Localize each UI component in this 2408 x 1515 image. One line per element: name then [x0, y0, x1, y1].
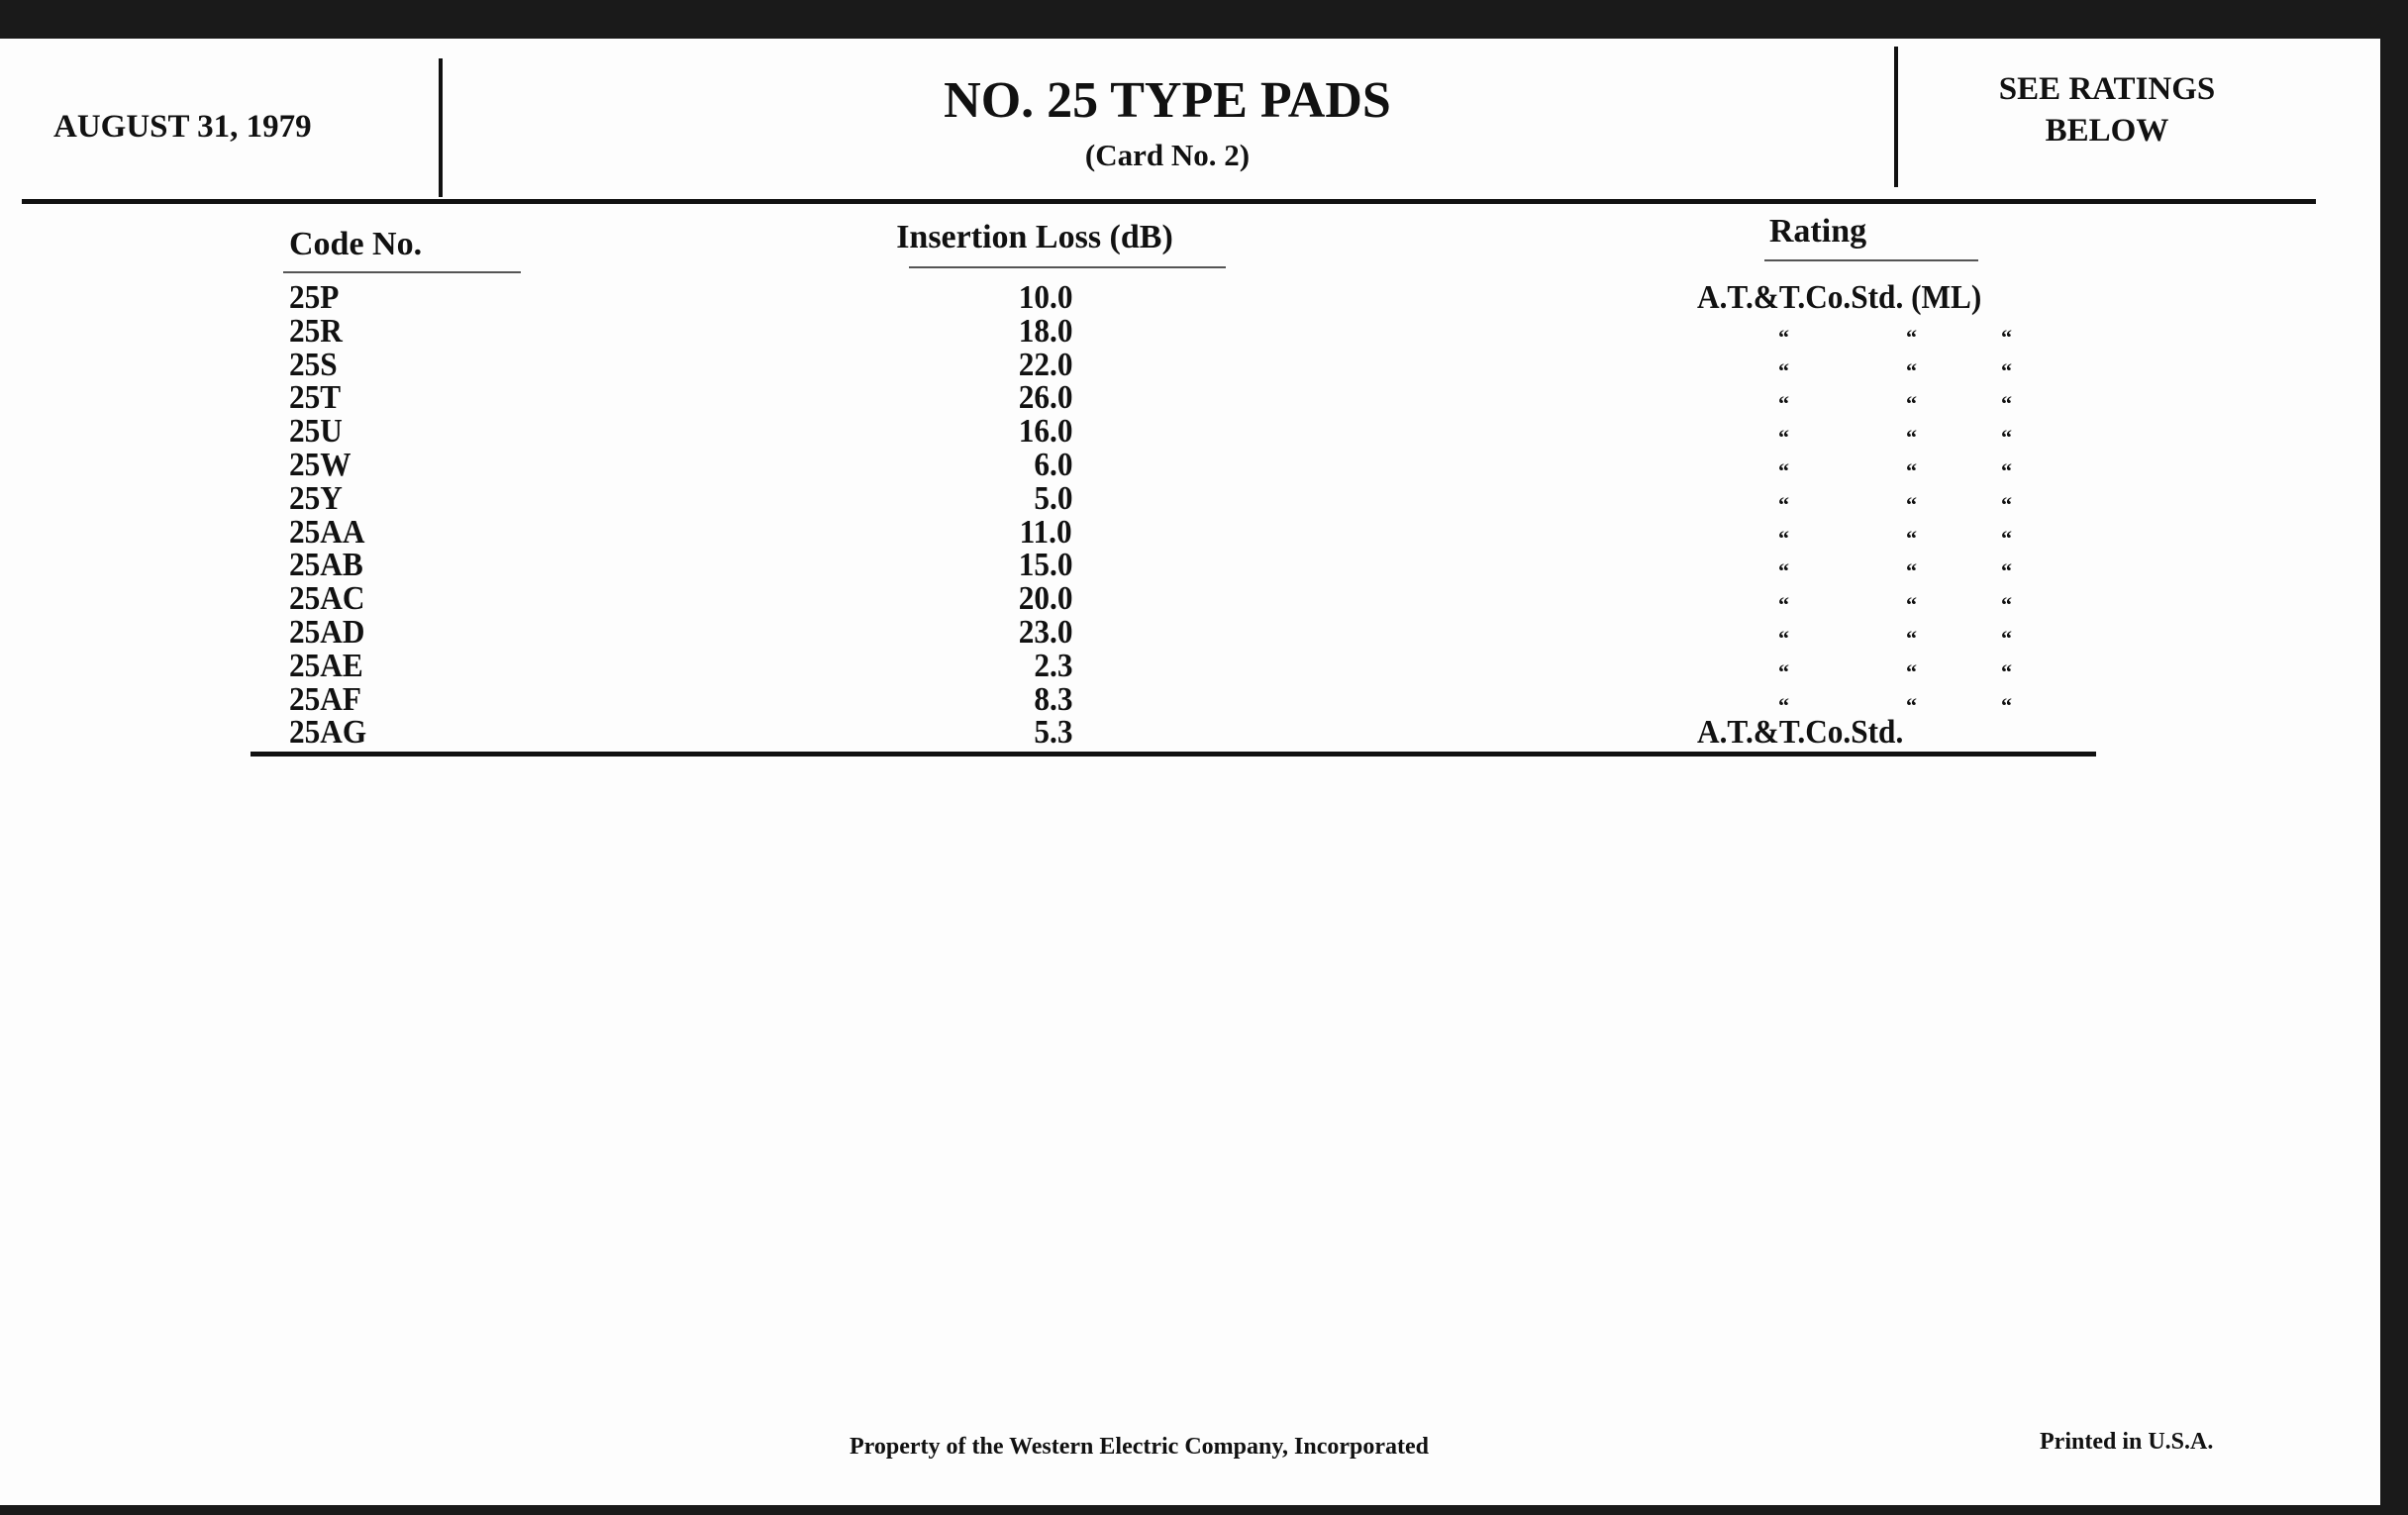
table-row: 25U 16.0 “ “ “ [0, 415, 2408, 449]
insertion-loss-cell: 5.0 [1033, 479, 1072, 517]
card-date: AUGUST 31, 1979 [53, 109, 312, 145]
code-cell: 25Y [289, 479, 343, 517]
insertion-loss-cell: 5.3 [1033, 714, 1072, 752]
ditto-mark: “ [2001, 458, 2012, 483]
table-row: 25AC 20.0 “ “ “ [0, 582, 2408, 616]
insertion-loss-cell: 15.0 [1018, 547, 1072, 584]
page-title: NO. 25 TYPE PADS [944, 72, 1391, 129]
ditto-mark: “ [2001, 558, 2012, 584]
table-row: 25Y 5.0 “ “ “ [0, 479, 2408, 517]
ditto-mark: “ [1778, 357, 1789, 383]
table-row: 25AD 23.0 “ “ “ [0, 616, 2408, 650]
ditto-mark: “ [1906, 391, 1917, 417]
header-divider-left [439, 58, 443, 197]
ditto-mark: “ [1906, 357, 1917, 383]
ditto-mark: “ [2001, 324, 2012, 350]
insertion-loss-cell: 8.3 [1033, 680, 1072, 718]
ratings-note-line2: BELOW [2045, 113, 2169, 149]
code-cell: 25AF [289, 680, 361, 718]
table-row: 25AG 5.3 A.T.&T.Co.Std. [0, 716, 2408, 750]
footer-property: Property of the Western Electric Company… [850, 1434, 1430, 1460]
code-cell: 25AG [289, 714, 367, 752]
rating-cell: A.T.&T.Co.Std. (ML) [1697, 279, 1982, 316]
insertion-loss-cell: 18.0 [1018, 312, 1072, 350]
table-row: 25P 10.0 A.T.&T.Co.Std. (ML) [0, 281, 2408, 315]
header-underline-rating [1764, 259, 1978, 261]
ditto-mark: “ [1778, 425, 1789, 451]
insertion-loss-cell: 10.0 [1018, 279, 1072, 316]
ditto-mark: “ [2001, 592, 2012, 618]
ditto-mark: “ [1906, 525, 1917, 551]
ditto-mark: “ [1778, 491, 1789, 517]
table-row: 25R 18.0 “ “ “ [0, 312, 2408, 350]
insertion-loss-cell: 2.3 [1033, 647, 1072, 684]
header-rule [22, 199, 2316, 204]
ditto-mark: “ [1906, 425, 1917, 451]
code-cell: 25T [289, 379, 342, 417]
ditto-mark: “ [1906, 692, 1917, 718]
ditto-mark: “ [2001, 357, 2012, 383]
table-row: 25S 22.0 “ “ “ [0, 346, 2408, 383]
ditto-mark: “ [1778, 324, 1789, 350]
table-row: 25W 6.0 “ “ “ [0, 449, 2408, 482]
code-cell: 25AA [289, 513, 365, 551]
code-cell: 25AD [289, 614, 365, 651]
ditto-mark: “ [1778, 626, 1789, 651]
table-row: 25T 26.0 “ “ “ [0, 381, 2408, 415]
ditto-mark: “ [1906, 458, 1917, 483]
code-cell: 25AC [289, 580, 365, 618]
ditto-mark: “ [1778, 692, 1789, 718]
table-bottom-rule [251, 752, 2096, 757]
ditto-mark: “ [1906, 558, 1917, 584]
ditto-mark: “ [2001, 391, 2012, 417]
ditto-mark: “ [2001, 692, 2012, 718]
header-underline-loss [909, 266, 1226, 268]
ditto-mark: “ [2001, 626, 2012, 651]
insertion-loss-cell: 20.0 [1018, 580, 1072, 618]
header-underline-code [283, 271, 521, 273]
table-row: 25AA 11.0 “ “ “ [0, 513, 2408, 551]
ditto-mark: “ [1906, 324, 1917, 350]
ditto-mark: “ [2001, 525, 2012, 551]
code-cell: 25W [289, 447, 351, 483]
footer-printed: Printed in U.S.A. [2040, 1429, 2214, 1455]
table-row: 25AE 2.3 “ “ “ [0, 647, 2408, 684]
column-header-insertion-loss: Insertion Loss (dB) [896, 219, 1173, 255]
ditto-mark: “ [1778, 658, 1789, 684]
insertion-loss-cell: 6.0 [1033, 447, 1072, 483]
ditto-mark: “ [1778, 558, 1789, 584]
table-row: 25AF 8.3 “ “ “ [0, 680, 2408, 718]
column-header-code: Code No. [289, 226, 423, 262]
insertion-loss-cell: 11.0 [1019, 513, 1072, 551]
ditto-mark: “ [1778, 458, 1789, 483]
document-card [0, 39, 2380, 1505]
code-cell: 25R [289, 312, 343, 350]
insertion-loss-cell: 23.0 [1018, 614, 1072, 651]
ditto-mark: “ [1906, 592, 1917, 618]
rating-cell: A.T.&T.Co.Std. [1697, 714, 1904, 752]
code-cell: 25P [289, 279, 340, 316]
ditto-mark: “ [1906, 491, 1917, 517]
insertion-loss-cell: 22.0 [1018, 346, 1072, 383]
ditto-mark: “ [2001, 425, 2012, 451]
ditto-mark: “ [1778, 525, 1789, 551]
table-row: 25AB 15.0 “ “ “ [0, 549, 2408, 582]
code-cell: 25S [289, 346, 338, 383]
insertion-loss-cell: 26.0 [1018, 379, 1072, 417]
column-header-rating: Rating [1768, 213, 1867, 250]
code-cell: 25AE [289, 647, 363, 684]
ditto-mark: “ [2001, 658, 2012, 684]
ditto-mark: “ [1778, 391, 1789, 417]
ditto-mark: “ [1778, 592, 1789, 618]
code-cell: 25AB [289, 547, 363, 584]
header-divider-right [1894, 47, 1898, 187]
ditto-mark: “ [1906, 626, 1917, 651]
page-subtitle: (Card No. 2) [1084, 138, 1251, 172]
insertion-loss-cell: 16.0 [1018, 413, 1072, 451]
ratings-note-line1: SEE RATINGS [1998, 71, 2216, 107]
code-cell: 25U [289, 413, 343, 451]
ditto-mark: “ [1906, 658, 1917, 684]
ditto-mark: “ [2001, 491, 2012, 517]
